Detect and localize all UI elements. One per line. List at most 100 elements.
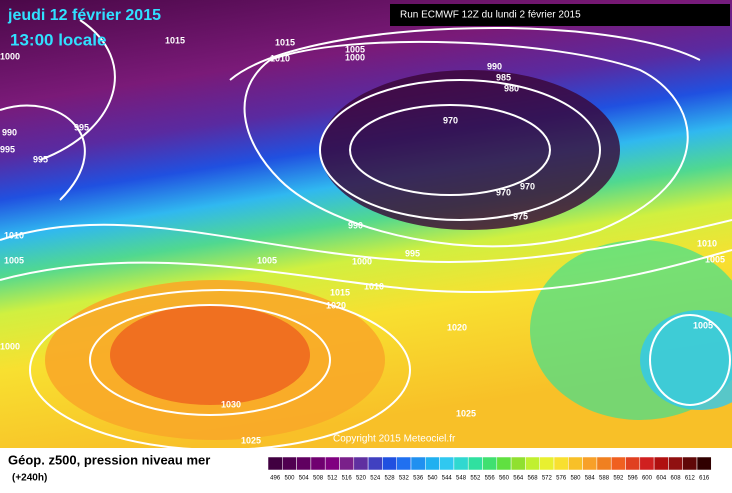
isobar-label: 1005 <box>257 255 277 265</box>
colorbar-cell <box>510 456 526 471</box>
colorbar-label: 596 <box>628 476 639 482</box>
isobar-label: 1020 <box>447 322 467 332</box>
isobars <box>0 19 732 451</box>
isobar-label: 1010 <box>4 230 24 240</box>
isobar-label: 970 <box>443 115 458 125</box>
colorbar-label: 612 <box>685 476 696 482</box>
time: 13:00 locale <box>10 30 106 49</box>
isobar-label: 1000 <box>352 256 372 266</box>
colorbar-cell <box>668 456 683 471</box>
isobar-label: 990 <box>2 127 17 137</box>
isobar-label: 1015 <box>330 287 350 297</box>
isobar-label: 1000 <box>0 51 20 61</box>
colorbar-cell <box>367 456 383 471</box>
isobar-label: 1025 <box>241 435 261 445</box>
colorbar-cell <box>568 456 583 471</box>
isobar-label: 990 <box>487 61 502 71</box>
colorbar-label: 572 <box>542 476 553 482</box>
colorbar-cell <box>625 456 641 471</box>
run: Run ECMWF 12Z du lundi 2 février 2015 <box>400 10 581 21</box>
colorbar-cell <box>324 456 340 471</box>
colorbar-label: 604 <box>656 476 667 482</box>
isobar-label: 985 <box>496 72 511 82</box>
isobar-labels: 1015 101510101005100099098598097097097097… <box>0 35 725 445</box>
colorbar-label: 520 <box>356 476 367 482</box>
isobar-label: 995 <box>405 248 420 258</box>
colorbar-cell <box>639 456 655 471</box>
colorbar-cell <box>439 456 455 471</box>
colorbar-cell <box>553 456 569 471</box>
isobar-label: 995 <box>33 154 48 164</box>
copyright: Copyright 2015 Meteociel.fr <box>333 434 456 445</box>
colorbar-cell <box>267 456 283 471</box>
colorbar-label: 564 <box>513 476 524 482</box>
colorbar-cell <box>682 456 698 471</box>
isobar-label: 1005 <box>705 254 725 264</box>
isobar-label: 980 <box>504 83 519 93</box>
isobar-label: 1005 <box>345 44 365 54</box>
run-box <box>390 4 730 26</box>
colorbar-cell <box>696 456 712 471</box>
colorbar-label: 592 <box>613 476 624 482</box>
colorbar-cell <box>396 456 412 471</box>
footer-lead: (+240h) <box>12 473 47 484</box>
colorbar-cell <box>353 456 369 471</box>
colorbar-label: 496 <box>270 476 281 482</box>
isobar-label: 1030 <box>221 399 241 409</box>
isobar-label: 1005 <box>693 320 713 330</box>
colorbar-label: 524 <box>370 476 381 482</box>
colorbar-cell <box>296 456 312 471</box>
date: jeudi 12 février 2015 <box>7 7 161 24</box>
colorbar-label: 608 <box>671 476 682 482</box>
isobar-label: 975 <box>513 211 528 221</box>
colorbar-label: 540 <box>427 476 438 482</box>
isobar-label: 1005 <box>4 255 24 265</box>
colorbar-label: 548 <box>456 476 467 482</box>
colorbar-label: 536 <box>413 476 424 482</box>
colorbar-label: 560 <box>499 476 510 482</box>
colorbar-cell <box>382 456 397 471</box>
colorbar-cell <box>539 456 555 471</box>
colorbar-label: 528 <box>385 476 396 482</box>
colorbar-label: 532 <box>399 476 410 482</box>
isobar-label: 995 <box>74 122 89 132</box>
colorbar-label: 504 <box>299 476 310 482</box>
isobar-label: 1000 <box>0 341 20 351</box>
colorbar-label: 552 <box>470 476 481 482</box>
isobar-label: 970 <box>520 181 535 191</box>
colorbar-label: 616 <box>699 476 710 482</box>
colorbar-cell <box>653 456 669 471</box>
colorbar-label: 580 <box>570 476 581 482</box>
isobar-label: 1025 <box>456 408 476 418</box>
colorbar-label: 512 <box>327 476 338 482</box>
low-core <box>320 70 620 230</box>
colorbar-label: 500 <box>284 476 295 482</box>
colorbar-label: 556 <box>485 476 496 482</box>
isobar-label: 1015 <box>275 37 295 47</box>
colorbar-label: 588 <box>599 476 610 482</box>
colorbar-cell <box>310 456 326 471</box>
isobar-label: 990 <box>348 220 363 230</box>
colorbar-cell <box>453 456 469 471</box>
isobar-label: 1010 <box>697 238 717 248</box>
colorbar-cell <box>582 456 598 471</box>
colorbar-cell <box>282 456 297 471</box>
colorbar-label: 584 <box>585 476 596 482</box>
colorbar-cell <box>425 456 440 471</box>
isobar-label: 970 <box>496 187 511 197</box>
colorbar-cell <box>482 456 498 471</box>
isobar-label: 1010 <box>364 281 384 291</box>
isobar-label: 1000 <box>345 52 365 62</box>
colorbar-label: 544 <box>442 476 453 482</box>
cyan-zone <box>640 310 732 410</box>
colorbar: 496 500 504 508 512 516 520 524 528 532 536 540 544 5… <box>267 456 712 482</box>
colorbar-label: 568 <box>528 476 539 482</box>
colorbar-cell <box>410 456 426 471</box>
high-core <box>110 305 310 405</box>
isobar-label: 1015 <box>165 35 185 45</box>
colorbar-label: 576 <box>556 476 567 482</box>
footer-title: Géop. z500, pression niveau mer <box>8 452 210 467</box>
colorbar-cell <box>525 456 540 471</box>
